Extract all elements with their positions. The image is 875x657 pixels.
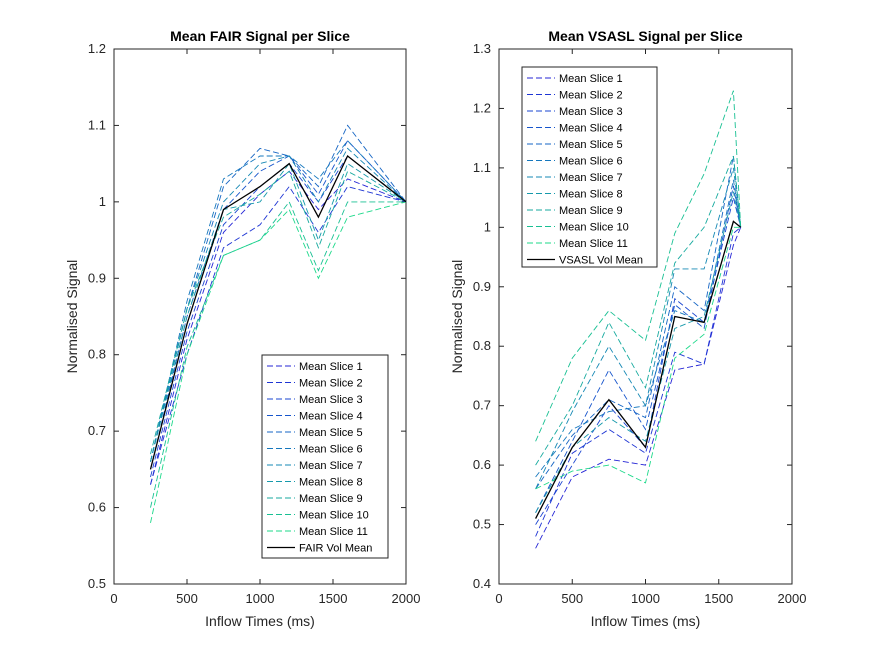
x-tick-label: 2000 [392, 591, 421, 606]
legend-entry: Mean Slice 4 [559, 123, 623, 135]
legend-entry: Mean Slice 3 [299, 394, 363, 406]
legend-entry: VSASL Vol Mean [559, 255, 643, 267]
y-tick-label: 1.1 [473, 160, 491, 175]
series-line-5 [150, 124, 407, 462]
series-line-7 [535, 167, 742, 490]
y-tick-label: 0.5 [88, 576, 106, 591]
y-axis-label: Normalised Signal [449, 260, 465, 374]
y-axis-label: Normalised Signal [64, 260, 80, 374]
legend-entry: Mean Slice 7 [559, 172, 623, 184]
legend-entry: Mean Slice 2 [299, 378, 363, 390]
series-line-11 [150, 201, 407, 523]
series-line-12 [535, 220, 742, 519]
series-line-7 [150, 147, 407, 462]
y-tick-label: 0.4 [473, 576, 491, 591]
x-tick-label: 0 [110, 591, 117, 606]
chart-title: Mean FAIR Signal per Slice [170, 28, 350, 44]
y-tick-label: 1 [484, 219, 491, 234]
chart-2: 0 500 1000 1500 2000 0.4 0.5 0.6 0.7 0.8 0.9 1 1.1 1.… [449, 28, 806, 629]
y-tick-label: 0.8 [473, 338, 491, 353]
legend-entry: Mean Slice 10 [299, 510, 369, 522]
y-tick-label: 1.2 [473, 100, 491, 115]
x-tick-label: 1500 [704, 591, 733, 606]
legend-entry: Mean Slice 6 [299, 444, 363, 456]
y-tick-label: 0.7 [473, 398, 491, 413]
x-tick-label: 1000 [631, 591, 660, 606]
series-line-6 [150, 140, 407, 462]
legend: Mean Slice 1 Mean Slice 2 Mean Slice 3 Mean… [261, 354, 389, 559]
series-line-5 [535, 155, 742, 490]
x-tick-label: 1500 [319, 591, 348, 606]
y-tick-label: 1 [99, 194, 106, 209]
y-tick-label: 1.1 [88, 117, 106, 132]
x-tick-label: 2000 [778, 591, 807, 606]
y-tick-label: 1.3 [473, 41, 491, 56]
legend-entry: Mean Slice 5 [559, 139, 623, 151]
legend-box [261, 354, 389, 559]
legend-entry: Mean Slice 8 [559, 189, 623, 201]
series-line-4 [150, 139, 407, 470]
legend-entry: Mean Slice 2 [559, 90, 623, 102]
chart-1: 0 500 1000 1500 2000 0.5 0.6 0.7 0.8 0.9 1 1.1 1.2 Me… [64, 28, 420, 629]
y-tick-label: 0.7 [88, 423, 106, 438]
series-line-9 [150, 170, 407, 455]
x-tick-label: 500 [176, 591, 198, 606]
y-tick-label: 0.6 [473, 457, 491, 472]
legend-entry: Mean Slice 5 [299, 427, 363, 439]
y-tick-label: 0.5 [473, 517, 491, 532]
legend-entry: FAIR Vol Mean [299, 543, 372, 555]
x-axis-label: Inflow Times (ms) [591, 613, 701, 629]
legend-entry: Mean Slice 3 [559, 106, 623, 118]
series-line-10 [150, 201, 406, 508]
legend-entry: Mean Slice 9 [559, 205, 623, 217]
legend-entry: Mean Slice 6 [559, 156, 623, 168]
legend-entry: Mean Slice 1 [559, 73, 623, 85]
legend-entry: Mean Slice 4 [299, 411, 363, 423]
legend-entry: Mean Slice 8 [299, 477, 363, 489]
legend-box [521, 66, 658, 268]
series-line-12 [149, 154, 407, 470]
x-tick-label: 1000 [246, 591, 275, 606]
legend-entry: Mean Slice 1 [299, 361, 363, 373]
y-tick-label: 0.9 [88, 270, 106, 285]
series-line-8 [535, 191, 742, 513]
series-line-11 [535, 226, 741, 490]
series-line-1 [535, 227, 742, 549]
series-line-3 [535, 197, 742, 525]
x-tick-label: 500 [561, 591, 583, 606]
legend-entry: Mean Slice 10 [559, 222, 629, 234]
y-tick-label: 0.8 [88, 347, 106, 362]
legend-entry: Mean Slice 11 [559, 238, 628, 250]
legend-entry: Mean Slice 7 [299, 460, 363, 472]
series-line-9 [535, 155, 742, 466]
chart-title: Mean VSASL Signal per Slice [548, 28, 742, 44]
y-tick-label: 1.2 [88, 41, 106, 56]
x-axis-label: Inflow Times (ms) [205, 613, 315, 629]
series-line-6 [535, 179, 742, 478]
series-line-10 [535, 90, 742, 442]
x-tick-label: 0 [495, 591, 502, 606]
y-tick-label: 0.6 [88, 500, 106, 515]
legend: Mean Slice 1 Mean Slice 2 Mean Slice 3 Mean… [521, 66, 658, 268]
legend-entry: Mean Slice 9 [299, 493, 363, 505]
legend-entry: Mean Slice 11 [299, 526, 368, 538]
series-line-2 [535, 226, 741, 537]
y-tick-label: 0.9 [473, 279, 491, 294]
